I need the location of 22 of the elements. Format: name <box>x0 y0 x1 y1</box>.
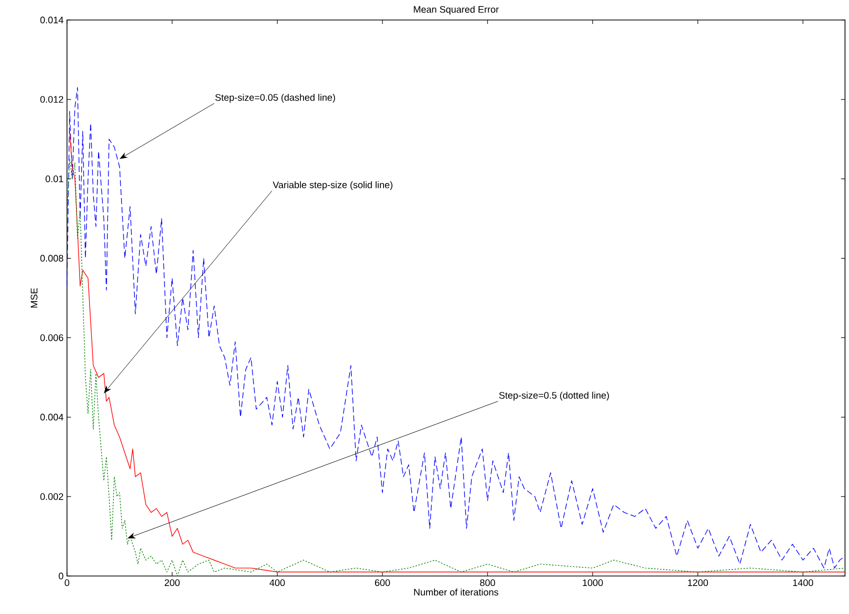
x-tick-label: 1400 <box>793 579 814 586</box>
y-tick-label: 0.01 <box>46 176 64 182</box>
x-tick-label: 1000 <box>582 579 603 586</box>
y-tick-label: 0.012 <box>40 96 64 103</box>
x-tick-label: 0 <box>64 579 70 586</box>
x-axis-title: Number of iterations <box>414 588 498 596</box>
y-tick-label: 0.006 <box>40 334 64 342</box>
x-tick-label: 800 <box>480 579 496 586</box>
y-tick-label: 0.014 <box>40 16 64 24</box>
x-tick-label: 600 <box>375 579 390 586</box>
x-tick-label: 400 <box>270 579 285 586</box>
y-tick-label: 0.004 <box>40 414 64 420</box>
y-tick-label: 0 <box>58 572 64 580</box>
annotation: Step-size=0.05 (dashed line) <box>215 94 336 103</box>
x-tick-label: 200 <box>164 579 180 586</box>
y-tick-label: 0.002 <box>40 493 64 500</box>
y-tick-label: 0.008 <box>40 254 64 262</box>
annotation: Step-size=0.5 (dotted line) <box>499 392 609 401</box>
y-axis-title: MSE <box>30 288 38 308</box>
annotation: Variable step-size (solid line) <box>272 181 392 190</box>
x-tick-label: 1200 <box>688 579 708 586</box>
chart-title: Mean Squared Error <box>414 6 499 15</box>
